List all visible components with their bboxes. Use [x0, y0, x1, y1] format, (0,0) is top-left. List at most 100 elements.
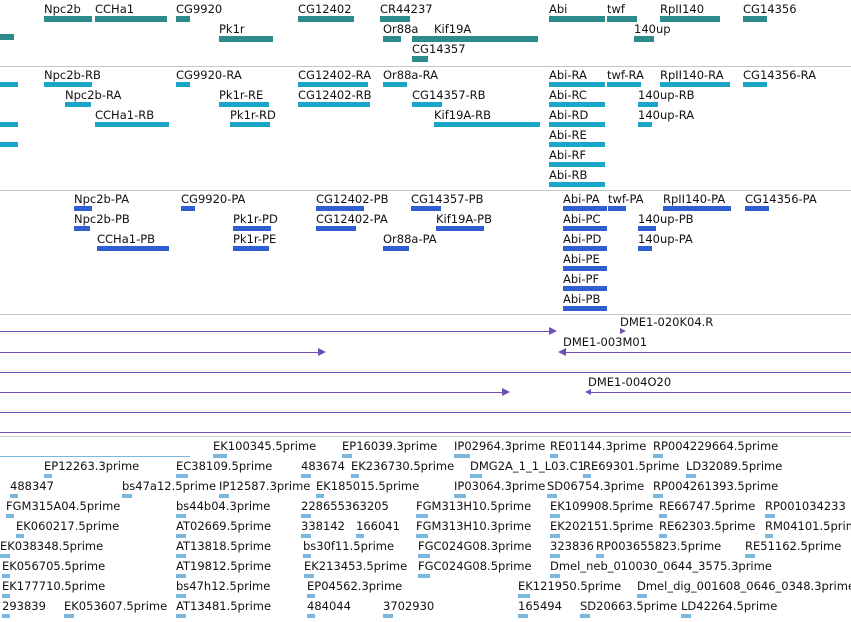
feature-label-kif19a[interactable]: Kif19A: [434, 22, 472, 36]
transcript-model[interactable]: [412, 102, 442, 107]
feature-label-cg12402-pb[interactable]: CG12402-PB: [316, 192, 389, 206]
feature-label-sd06754-3prime[interactable]: SD06754.3prime: [547, 479, 645, 493]
feature-label-kif19a-pb[interactable]: Kif19A-PB: [436, 212, 493, 226]
est-alignment[interactable]: [304, 574, 314, 578]
feature-label-abi-pf[interactable]: Abi-PF: [563, 272, 600, 286]
transcript-model[interactable]: [549, 122, 605, 127]
feature-label-cg14356-pa[interactable]: CG14356-PA: [745, 192, 817, 206]
transcript-model[interactable]: [549, 162, 605, 167]
feature-label-140up-rb[interactable]: 140up-RB: [638, 88, 695, 102]
feature-label-ccha1[interactable]: CCHa1: [95, 2, 135, 16]
est-alignment[interactable]: [2, 594, 10, 598]
protein-model[interactable]: [411, 206, 441, 211]
feature-label-fgc024g08-5prime[interactable]: FGC024G08.5prime: [418, 559, 532, 573]
feature-label-140up-pa[interactable]: 140up-PA: [638, 232, 693, 246]
gene-model[interactable]: [634, 36, 654, 42]
gene-model[interactable]: [380, 16, 410, 22]
est-alignment[interactable]: [550, 554, 560, 558]
feature-label-ld42264-5prime[interactable]: LD42264.5prime: [681, 599, 778, 613]
est-alignment[interactable]: [16, 534, 24, 538]
clone-alignment[interactable]: [0, 331, 550, 332]
feature-label-ip12587-3prime[interactable]: IP12587.3prime: [219, 479, 311, 493]
est-alignment[interactable]: [765, 514, 775, 518]
est-alignment[interactable]: [518, 614, 528, 618]
feature-label-ek056705-5prime[interactable]: EK056705.5prime: [2, 559, 106, 573]
est-alignment[interactable]: [303, 554, 311, 558]
feature-label-cg14356[interactable]: CG14356: [743, 2, 797, 16]
feature-label-ek100345-5prime[interactable]: EK100345.5prime: [213, 439, 317, 453]
gene-model[interactable]: [607, 16, 637, 22]
gene-model[interactable]: [660, 16, 720, 22]
est-alignment[interactable]: [416, 534, 428, 538]
transcript-model[interactable]: [638, 122, 652, 127]
est-alignment[interactable]: [745, 554, 755, 558]
est-alignment[interactable]: [659, 534, 667, 538]
clone-alignment[interactable]: [0, 392, 502, 393]
feature-label-dme1-020k04-r[interactable]: DME1-020K04.R: [620, 315, 714, 329]
protein-model[interactable]: [563, 206, 607, 211]
est-alignment[interactable]: [653, 454, 663, 458]
protein-model[interactable]: [563, 306, 607, 311]
feature-label-140up[interactable]: 140up: [634, 22, 671, 36]
feature-label-or88a-ra[interactable]: Or88a-RA: [383, 68, 439, 82]
protein-model[interactable]: [74, 226, 90, 231]
feature-label-or88a-pa[interactable]: Or88a-PA: [383, 232, 437, 246]
est-alignment[interactable]: [418, 574, 430, 578]
feature-label-293839[interactable]: 293839: [2, 599, 46, 613]
est-alignment[interactable]: [547, 494, 557, 498]
feature-label-cg14357-pb[interactable]: CG14357-PB: [411, 192, 484, 206]
feature-label-483674[interactable]: 483674: [301, 459, 345, 473]
feature-label-dme1-003m01[interactable]: DME1-003M01: [563, 335, 648, 349]
est-alignment[interactable]: [219, 494, 229, 498]
feature-label-bs30f11-5prime[interactable]: bs30f11.5prime: [303, 539, 395, 553]
protein-model[interactable]: [233, 246, 269, 251]
est-alignment[interactable]: [580, 614, 590, 618]
clone-alignment[interactable]: [0, 352, 318, 353]
feature-label-dme1-004o20[interactable]: DME1-004O20: [588, 375, 672, 389]
feature-label-pk1r-pe[interactable]: Pk1r-PE: [233, 232, 277, 246]
est-alignment[interactable]: [307, 594, 315, 598]
feature-label-cg9920[interactable]: CG9920: [176, 2, 223, 16]
feature-label-rpii140[interactable]: RpII140: [660, 2, 705, 16]
feature-label-abi-re[interactable]: Abi-RE: [549, 128, 587, 142]
feature-label-dmel-neb-010030-0644-3575-3prime[interactable]: Dmel_neb_010030_0644_3575.3prime: [550, 559, 772, 573]
feature-label-166041[interactable]: 166041: [356, 519, 400, 533]
transcript-model[interactable]: [383, 82, 407, 87]
transcript-model[interactable]: [0, 142, 18, 147]
est-alignment[interactable]: [176, 514, 186, 518]
feature-label-twf-ra[interactable]: twf-RA: [607, 68, 644, 82]
gene-model[interactable]: [95, 16, 167, 22]
protein-model[interactable]: [74, 206, 92, 211]
feature-label-ep04562-3prime[interactable]: EP04562.3prime: [307, 579, 403, 593]
feature-label-at13481-5prime[interactable]: AT13481.5prime: [176, 599, 272, 613]
est-alignment[interactable]: [351, 474, 359, 478]
feature-label-rm04101-5prime[interactable]: RM04101.5prime: [765, 519, 851, 533]
feature-label-dmg2a-1-1-l03-c1[interactable]: DMG2A_1_1_L03.C1: [470, 459, 585, 473]
transcript-model[interactable]: [607, 82, 641, 87]
feature-label-abi-rf[interactable]: Abi-RF: [549, 148, 587, 162]
gene-model[interactable]: [383, 36, 401, 42]
feature-label-abi-rc[interactable]: Abi-RC: [549, 88, 587, 102]
transcript-model[interactable]: [549, 82, 605, 87]
feature-label-abi-pa[interactable]: Abi-PA: [563, 192, 600, 206]
feature-label-abi-pb[interactable]: Abi-PB: [563, 292, 601, 306]
est-alignment[interactable]: [653, 494, 663, 498]
feature-label-cr44237[interactable]: CR44237: [380, 2, 433, 16]
feature-label-323836[interactable]: 323836: [550, 539, 594, 553]
gene-model[interactable]: [44, 16, 92, 22]
est-alignment[interactable]: [213, 454, 227, 458]
feature-label-twf[interactable]: twf: [607, 2, 625, 16]
transcript-model[interactable]: [549, 182, 605, 187]
feature-label-ccha1-pb[interactable]: CCHa1-PB: [97, 232, 156, 246]
feature-label-fgc024g08-3prime[interactable]: FGC024G08.3prime: [418, 539, 532, 553]
feature-label-rp001034233[interactable]: RP001034233: [765, 499, 846, 513]
est-alignment[interactable]: [454, 454, 470, 458]
est-alignment[interactable]: [550, 574, 560, 578]
feature-label-ek121950-5prime[interactable]: EK121950.5prime: [518, 579, 622, 593]
est-alignment[interactable]: [681, 614, 691, 618]
protein-model[interactable]: [181, 206, 195, 211]
protein-model[interactable]: [97, 246, 169, 251]
est-alignment[interactable]: [518, 594, 530, 598]
feature-label-fgm313h10-5prime[interactable]: FGM313H10.5prime: [416, 499, 532, 513]
